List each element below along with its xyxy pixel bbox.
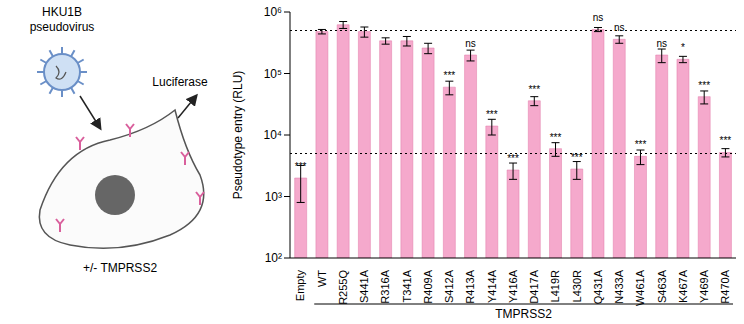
svg-text:***: *** bbox=[507, 153, 519, 164]
svg-text:10⁶: 10⁶ bbox=[264, 5, 282, 19]
svg-text:***: *** bbox=[443, 70, 455, 81]
svg-text:Q431A: Q431A bbox=[592, 269, 604, 304]
svg-text:L430R: L430R bbox=[571, 270, 583, 302]
svg-text:L419R: L419R bbox=[549, 270, 561, 302]
svg-text:Y469A: Y469A bbox=[698, 269, 710, 303]
svg-text:10³: 10³ bbox=[265, 190, 282, 204]
svg-text:S441A: S441A bbox=[358, 269, 370, 303]
svg-text:R413A: R413A bbox=[464, 269, 476, 303]
svg-text:***: *** bbox=[550, 132, 562, 143]
svg-text:ns: ns bbox=[656, 38, 667, 49]
svg-text:WT: WT bbox=[316, 270, 328, 287]
svg-text:R255Q: R255Q bbox=[337, 270, 349, 305]
svg-text:N433A: N433A bbox=[613, 269, 625, 303]
svg-text:W461A: W461A bbox=[634, 269, 646, 306]
svg-text:Y416A: Y416A bbox=[507, 269, 519, 303]
svg-text:S463A: S463A bbox=[656, 269, 668, 303]
svg-text:pseudovirus: pseudovirus bbox=[30, 20, 95, 34]
svg-text:ns: ns bbox=[465, 38, 476, 49]
svg-text:***: *** bbox=[571, 152, 583, 163]
svg-text:Empty: Empty bbox=[294, 270, 306, 302]
svg-text:***: *** bbox=[295, 161, 307, 172]
svg-text:T341A: T341A bbox=[401, 269, 413, 302]
svg-text:10²: 10² bbox=[265, 251, 282, 265]
svg-text:10⁵: 10⁵ bbox=[264, 67, 282, 81]
svg-text:***: *** bbox=[635, 139, 647, 150]
svg-text:*: * bbox=[681, 42, 685, 53]
svg-text:***: *** bbox=[720, 135, 732, 146]
svg-text:10⁴: 10⁴ bbox=[263, 128, 282, 142]
svg-text:Y414A: Y414A bbox=[486, 269, 498, 303]
svg-text:Luciferase: Luciferase bbox=[152, 75, 208, 89]
svg-text:+/- TMPRSS2: +/- TMPRSS2 bbox=[83, 261, 157, 275]
svg-text:ns: ns bbox=[593, 12, 604, 23]
svg-text:R409A: R409A bbox=[422, 269, 434, 303]
svg-text:D417A: D417A bbox=[528, 269, 540, 303]
svg-text:R316A: R316A bbox=[379, 269, 391, 303]
svg-text:TMPRSS2: TMPRSS2 bbox=[495, 307, 552, 321]
svg-text:K467A: K467A bbox=[677, 269, 689, 303]
svg-text:ns: ns bbox=[614, 22, 625, 33]
svg-text:R470A: R470A bbox=[719, 269, 731, 303]
svg-text:HKU1B: HKU1B bbox=[42, 5, 82, 19]
svg-text:***: *** bbox=[698, 80, 710, 91]
svg-text:Pseudotype entry (RLU): Pseudotype entry (RLU) bbox=[231, 71, 245, 200]
svg-text:***: *** bbox=[528, 84, 540, 95]
svg-text:S412A: S412A bbox=[443, 269, 455, 303]
svg-text:***: *** bbox=[486, 109, 498, 120]
